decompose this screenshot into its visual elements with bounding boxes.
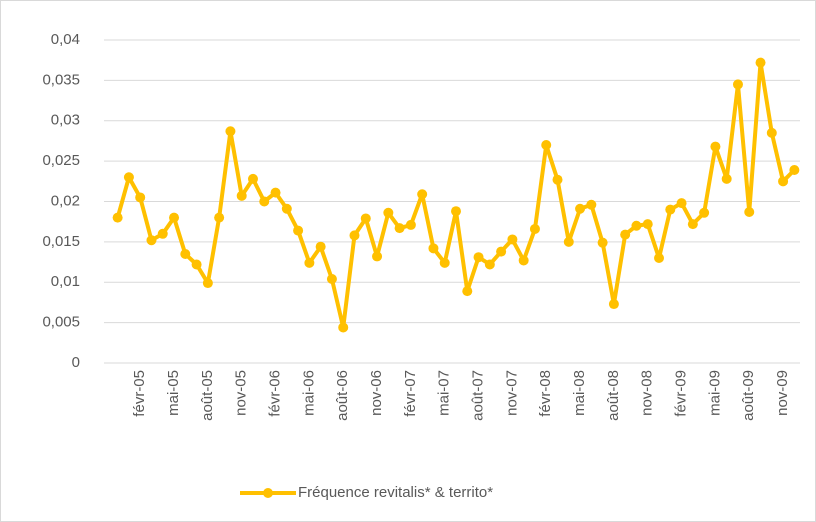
x-tick-label: août-09: [740, 370, 757, 421]
marker: [699, 207, 710, 218]
y-tick-label: 0,03: [51, 112, 80, 129]
marker: [247, 173, 258, 184]
y-tick-label: 0,005: [42, 314, 80, 331]
marker: [372, 251, 383, 262]
marker: [169, 212, 180, 223]
marker: [180, 248, 191, 259]
marker: [225, 126, 236, 137]
x-tick-label: mai-09: [706, 370, 723, 416]
marker: [642, 219, 653, 230]
marker: [654, 253, 665, 264]
y-tick-label: 0,025: [42, 152, 80, 169]
x-tick-label: févr-06: [267, 370, 284, 417]
marker: [620, 229, 631, 240]
x-tick-label: août-06: [334, 370, 351, 421]
x-tick-label: févr-09: [673, 370, 690, 417]
y-tick-label: 0,02: [51, 192, 80, 209]
marker: [552, 174, 563, 185]
marker: [484, 259, 495, 270]
marker: [529, 223, 540, 234]
marker: [597, 237, 608, 248]
x-tick-label: nov-08: [639, 370, 656, 416]
marker: [778, 176, 789, 187]
y-tick-label: 0: [72, 354, 80, 371]
marker: [112, 212, 123, 223]
y-tick-label: 0,015: [42, 233, 80, 250]
y-tick-label: 0,04: [51, 31, 80, 48]
marker: [473, 252, 484, 263]
marker: [405, 219, 416, 230]
marker: [157, 228, 168, 239]
marker: [123, 172, 134, 183]
x-tick-label: mai-05: [165, 370, 182, 416]
marker: [394, 223, 405, 234]
legend-marker: [263, 488, 273, 498]
marker: [676, 198, 687, 209]
x-tick-label: août-08: [605, 370, 622, 421]
x-tick-label: févr-08: [537, 370, 554, 417]
marker: [631, 220, 642, 231]
marker: [721, 173, 732, 184]
marker: [360, 213, 371, 224]
marker: [417, 189, 428, 200]
x-tick-label: mai-07: [436, 370, 453, 416]
marker: [451, 206, 461, 217]
marker: [428, 243, 439, 254]
marker: [315, 241, 326, 252]
marker: [304, 257, 315, 268]
marker: [202, 278, 213, 289]
marker: [146, 235, 157, 246]
marker: [349, 230, 360, 241]
y-tick-label: 0,01: [51, 273, 80, 290]
marker: [270, 187, 281, 198]
marker: [541, 139, 552, 150]
x-tick-label: nov-07: [503, 370, 520, 416]
marker: [732, 79, 743, 90]
marker: [135, 192, 146, 203]
marker: [338, 322, 349, 333]
marker: [687, 219, 698, 230]
x-tick-label: févr-05: [131, 370, 148, 417]
marker: [326, 274, 337, 285]
x-tick-label: mai-06: [300, 370, 317, 416]
x-tick-label: févr-07: [402, 370, 419, 417]
marker: [214, 212, 225, 223]
x-tick-label: août-05: [199, 370, 216, 421]
y-tick-label: 0,035: [42, 71, 80, 88]
legend-label: Fréquence revitalis* & territo*: [298, 484, 493, 501]
marker: [507, 234, 518, 245]
marker: [575, 203, 586, 214]
marker: [518, 255, 529, 266]
marker: [608, 299, 619, 310]
marker: [789, 165, 800, 176]
marker: [586, 199, 597, 210]
marker: [766, 127, 777, 138]
marker: [236, 190, 247, 201]
marker: [744, 206, 755, 217]
marker: [191, 259, 202, 270]
marker: [293, 225, 304, 236]
marker: [383, 207, 394, 218]
marker: [710, 141, 721, 152]
x-tick-label: nov-09: [774, 370, 791, 416]
marker: [462, 286, 473, 297]
x-tick-label: mai-08: [571, 370, 588, 416]
marker: [496, 246, 507, 257]
marker: [281, 203, 292, 214]
marker: [665, 204, 676, 215]
marker: [563, 236, 574, 247]
x-tick-label: nov-06: [368, 370, 385, 416]
marker: [259, 196, 270, 207]
x-tick-label: nov-05: [233, 370, 250, 416]
x-tick-label: août-07: [470, 370, 487, 421]
marker: [439, 257, 450, 268]
marker: [755, 57, 766, 68]
